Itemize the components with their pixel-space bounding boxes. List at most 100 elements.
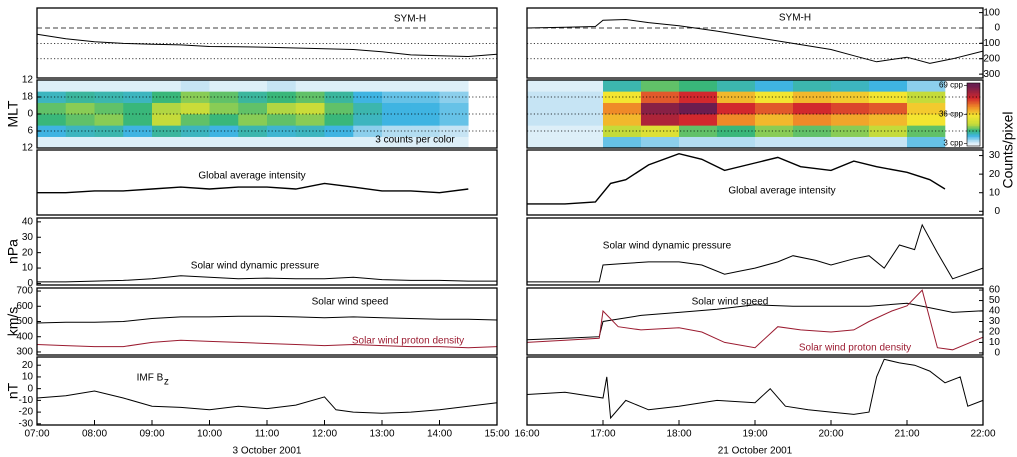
heatmap-cell bbox=[603, 103, 641, 115]
heatmap-cell bbox=[527, 91, 565, 103]
heatmap-cell bbox=[411, 114, 440, 126]
y-tick-label: 40 bbox=[22, 216, 34, 227]
y2-tick-label: 20 bbox=[989, 327, 1001, 338]
heatmap-cell bbox=[296, 91, 325, 103]
y-tick-label: 12 bbox=[22, 143, 34, 154]
heatmap-cell bbox=[755, 125, 793, 137]
panel-background bbox=[527, 150, 983, 215]
y-tick-label: 30 bbox=[989, 150, 1001, 161]
y-tick-label: 6 bbox=[27, 126, 33, 137]
heatmap-cell bbox=[181, 91, 210, 103]
annotation-subscript: z bbox=[164, 377, 169, 388]
heatmap-cell bbox=[66, 80, 95, 92]
heatmap-cell bbox=[181, 114, 210, 126]
x-tick-label: 16:00 bbox=[514, 429, 539, 440]
heatmap-cell bbox=[641, 137, 679, 149]
heatmap-cell bbox=[603, 114, 641, 126]
heatmap-cell bbox=[66, 114, 95, 126]
heatmap-cell bbox=[679, 137, 717, 149]
heatmap-cell bbox=[238, 125, 267, 137]
heatmap-cell bbox=[325, 125, 354, 137]
heatmap-cell bbox=[527, 103, 565, 115]
heatmap-cell bbox=[565, 137, 603, 149]
y-tick-label: -20 bbox=[19, 407, 34, 418]
heatmap-cell bbox=[717, 103, 755, 115]
panel-background bbox=[37, 150, 497, 215]
heatmap-cell bbox=[238, 114, 267, 126]
heatmap-cell bbox=[37, 137, 66, 149]
heatmap-cell bbox=[831, 80, 869, 92]
heatmap-cell bbox=[353, 114, 382, 126]
colorbar-label: Counts/pixel bbox=[1000, 111, 1016, 188]
heatmap-cell bbox=[793, 103, 831, 115]
annotation: Solar wind dynamic pressure bbox=[603, 241, 732, 252]
heatmap-cell bbox=[152, 103, 181, 115]
heatmap-cell bbox=[353, 80, 382, 92]
heatmap-cell bbox=[411, 80, 440, 92]
x-tick-label: 14:00 bbox=[427, 429, 452, 440]
annotation: Global average intensity bbox=[728, 186, 835, 197]
heatmap-cell bbox=[325, 80, 354, 92]
heatmap-cell bbox=[869, 80, 907, 92]
heatmap-cell bbox=[831, 137, 869, 149]
y-tick-label: 10 bbox=[22, 263, 34, 274]
annotation: 3 counts per color bbox=[375, 135, 455, 146]
y-tick-label: 700 bbox=[16, 286, 33, 297]
heatmap-cell bbox=[325, 103, 354, 115]
x-tick-label: 08:00 bbox=[82, 429, 107, 440]
y-axis-label: nPa bbox=[5, 239, 21, 264]
heatmap-cell bbox=[95, 114, 124, 126]
y-tick-label: 20 bbox=[22, 247, 34, 258]
y-axis-label: nT bbox=[5, 382, 21, 399]
heatmap-cell bbox=[325, 91, 354, 103]
heatmap-cell bbox=[717, 114, 755, 126]
heatmap-cell bbox=[296, 114, 325, 126]
heatmap-cell bbox=[152, 137, 181, 149]
panel-background bbox=[37, 218, 497, 285]
heatmap-cell bbox=[527, 137, 565, 149]
series-label: Solar wind proton density bbox=[799, 343, 911, 354]
heatmap-cell bbox=[831, 114, 869, 126]
x-tick-label: 22:00 bbox=[970, 429, 995, 440]
panel-background bbox=[527, 218, 983, 285]
y-tick-label: 20 bbox=[22, 360, 34, 371]
heatmap-cell bbox=[382, 80, 411, 92]
colorbar-tick-label: 69 cpp bbox=[939, 81, 964, 90]
heatmap-cell bbox=[565, 103, 603, 115]
heatmap-cell bbox=[679, 80, 717, 92]
x-tick-label: 18:00 bbox=[666, 429, 691, 440]
y-tick-label: 0 bbox=[27, 383, 33, 394]
y-tick-label: 0 bbox=[994, 23, 1000, 34]
y-tick-label: 12 bbox=[22, 75, 34, 86]
y-tick-label: 300 bbox=[16, 347, 33, 358]
y-tick-label: 20 bbox=[989, 169, 1001, 180]
heatmap-cell bbox=[793, 80, 831, 92]
heatmap-cell bbox=[123, 103, 152, 115]
heatmap-cell bbox=[296, 137, 325, 149]
y-tick-label: 0 bbox=[27, 109, 33, 120]
y2-tick-label: 0 bbox=[994, 348, 1000, 359]
heatmap-cell bbox=[565, 80, 603, 92]
heatmap-cell bbox=[755, 80, 793, 92]
panel-background bbox=[37, 357, 497, 425]
x-tick-label: 13:00 bbox=[369, 429, 394, 440]
heatmap-cell bbox=[717, 125, 755, 137]
x-tick-label: 19:00 bbox=[742, 429, 767, 440]
heatmap-cell bbox=[325, 114, 354, 126]
heatmap-cell bbox=[565, 114, 603, 126]
y2-tick-label: 40 bbox=[989, 306, 1001, 317]
figure: SYM-H12180612MLT3 counts per colorGlobal… bbox=[0, 0, 1017, 457]
annotation: Global average intensity bbox=[198, 171, 305, 182]
heatmap-cell bbox=[181, 80, 210, 92]
heatmap-cell bbox=[869, 114, 907, 126]
annotation: SYM-H bbox=[394, 14, 426, 25]
heatmap-cell bbox=[440, 103, 469, 115]
y2-tick-label: 60 bbox=[989, 285, 1001, 296]
heatmap-cell bbox=[123, 125, 152, 137]
heatmap-cell bbox=[755, 114, 793, 126]
heatmap-cell bbox=[869, 137, 907, 149]
heatmap-cell bbox=[382, 114, 411, 126]
heatmap-cell bbox=[831, 103, 869, 115]
heatmap-cell bbox=[95, 137, 124, 149]
y-axis-label: km/s bbox=[5, 307, 21, 337]
